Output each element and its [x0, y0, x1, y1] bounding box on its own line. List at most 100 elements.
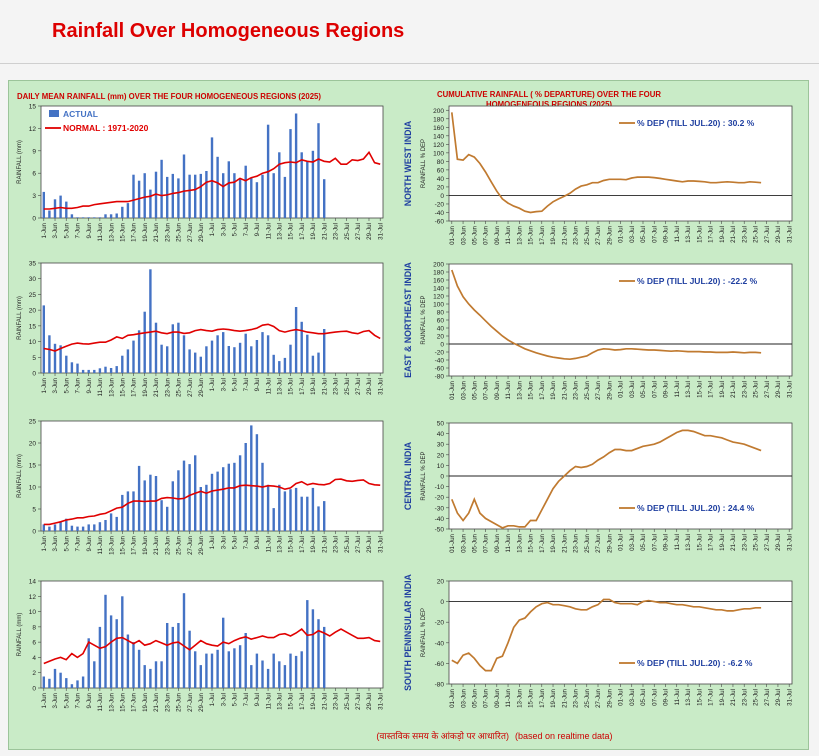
actual-bar: [98, 522, 102, 531]
x-tick-label: 23-Jul: [741, 381, 748, 398]
x-tick-label: 5-Jun: [63, 377, 70, 393]
y-tick-label: 60: [437, 167, 445, 174]
x-tick-label: 15-Jun: [119, 377, 126, 396]
actual-bar: [294, 655, 298, 688]
x-tick-label: 31-Jul: [377, 536, 384, 553]
actual-bar: [143, 311, 146, 373]
plot-area: [448, 580, 793, 685]
actual-bar: [188, 349, 191, 373]
actual-bar: [171, 626, 174, 688]
x-tick-label: 15-Jun: [528, 533, 535, 552]
x-tick-label: 9-Jun: [86, 377, 93, 393]
x-tick-label: 27-Jun: [595, 688, 602, 707]
actual-bar: [70, 214, 74, 218]
y-tick-label: 50: [437, 421, 445, 428]
actual-bar: [283, 665, 287, 688]
y-tick-label: 60: [437, 318, 445, 325]
x-tick-label: 3-Jul: [220, 378, 227, 391]
x-tick-label: 13-Jun: [516, 688, 523, 707]
x-tick-label: 13-Jul: [276, 378, 283, 395]
actual-bar: [177, 623, 180, 688]
x-tick-label: 1-Jun: [41, 535, 48, 551]
actual-bar: [289, 344, 292, 373]
actual-bar: [132, 491, 135, 531]
x-tick-label: 27-Jul: [764, 534, 771, 551]
x-tick-label: 11-Jun: [505, 533, 512, 552]
x-tick-label: 27-Jun: [187, 535, 194, 554]
actual-bar: [227, 651, 230, 688]
x-tick-label: 23-Jun: [573, 380, 580, 399]
actual-bar: [210, 473, 214, 531]
actual-bar: [233, 347, 236, 373]
normal-line: [43, 628, 381, 665]
x-tick-label: 31-Jul: [786, 381, 793, 398]
actual-bar: [323, 626, 326, 688]
x-tick-label: 01-Jul: [618, 381, 625, 398]
x-tick-label: 17-Jul: [299, 536, 306, 553]
x-tick-label: 17-Jul: [708, 381, 715, 398]
x-tick-label: 15-Jun: [119, 692, 126, 711]
x-tick-label: 03-Jul: [629, 226, 636, 243]
actual-bar: [272, 354, 275, 373]
actual-bar: [238, 645, 242, 688]
y-tick-label: 200: [433, 262, 444, 269]
x-tick-label: 25-Jun: [176, 222, 183, 241]
y-tick-label: 120: [433, 142, 444, 149]
actual-bar: [177, 322, 180, 373]
actual-bar: [98, 217, 102, 218]
actual-bar: [121, 206, 124, 218]
y-tick-label: 15: [29, 463, 37, 470]
y-tick-label: 10: [29, 485, 37, 492]
actual-bar: [104, 520, 107, 531]
normal-line: [43, 150, 381, 210]
actual-bar: [115, 516, 118, 531]
y-tick-label: 0: [440, 342, 444, 349]
x-tick-label: 21-Jul: [730, 226, 737, 243]
x-tick-label: 29-Jul: [775, 689, 782, 706]
x-tick-label: 05-Jul: [640, 381, 647, 398]
x-tick-label: 1-Jul: [209, 223, 216, 236]
x-tick-label: 05-Jul: [640, 689, 647, 706]
actual-bar: [311, 609, 315, 688]
x-tick-label: 25-Jun: [584, 533, 591, 552]
y-tick-label: -40: [435, 640, 445, 647]
actual-bar: [250, 665, 253, 688]
x-tick-label: 27-Jun: [595, 380, 602, 399]
x-tick-label: 27-Jul: [355, 693, 362, 710]
x-tick-label: 11-Jul: [265, 378, 272, 394]
actual-bar: [121, 494, 124, 531]
actual-bar: [149, 269, 152, 373]
legend-dep-label: % DEP (TILL JUL.20) : -6.2 %: [637, 658, 753, 668]
actual-bar: [121, 596, 124, 688]
y-tick-label: 100: [433, 150, 444, 157]
y-tick-label: 20: [29, 441, 37, 448]
actual-bar: [81, 676, 85, 688]
x-tick-label: 03-Jun: [460, 688, 467, 707]
actual-bar: [76, 217, 79, 218]
actual-bar: [199, 356, 202, 373]
actual-bar: [283, 357, 287, 373]
x-tick-label: 17-Jun: [131, 377, 138, 396]
x-tick-label: 9-Jul: [254, 693, 261, 706]
actual-bar: [126, 203, 130, 218]
x-tick-label: 3-Jul: [220, 223, 227, 236]
x-tick-label: 13-Jun: [108, 535, 115, 554]
y-tick-label: 15: [29, 104, 37, 111]
x-tick-label: 13-Jul: [685, 534, 692, 551]
actual-bar: [244, 633, 247, 688]
actual-bar: [93, 217, 96, 218]
x-tick-label: 31-Jul: [377, 693, 384, 710]
legend-dep-label: % DEP (TILL JUL.20) : 30.2 %: [637, 118, 755, 128]
y-axis-label: RAINFALL (mm): [17, 296, 23, 340]
actual-bar: [300, 152, 303, 218]
y-axis-label: RAINFALL % DEP: [421, 608, 427, 657]
departure-line: [451, 598, 762, 672]
x-tick-label: 19-Jun: [142, 222, 149, 241]
y-tick-label: 14: [29, 579, 37, 586]
actual-bar: [289, 653, 292, 688]
y-tick-label: 20: [29, 308, 37, 315]
x-tick-label: 3-Jun: [52, 377, 59, 393]
x-tick-label: 31-Jul: [377, 223, 384, 240]
actual-bar: [182, 460, 186, 531]
